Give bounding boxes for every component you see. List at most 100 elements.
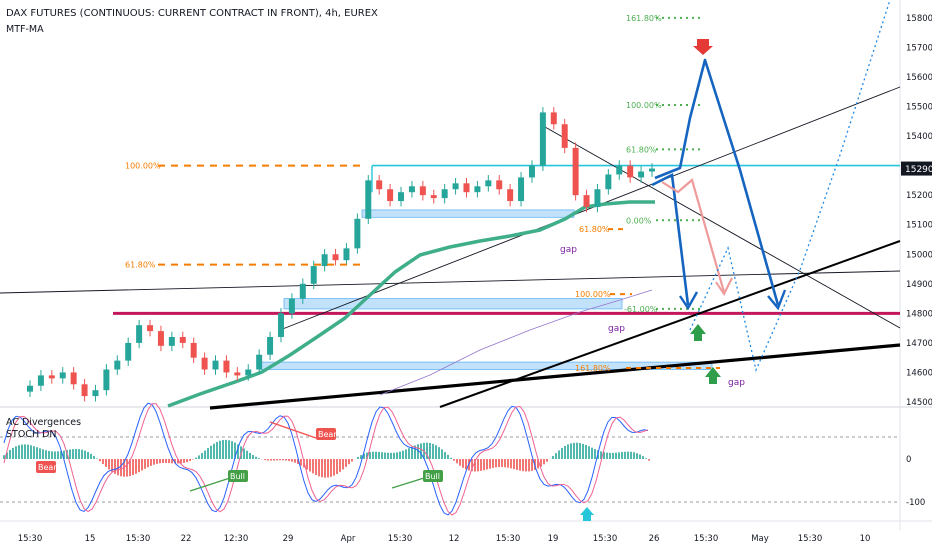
- last-price-badge: [901, 161, 932, 176]
- blue-projection-main: [654, 58, 780, 306]
- lower-tick-label: 0: [906, 455, 911, 465]
- candle-body: [114, 360, 121, 370]
- candle-body: [288, 298, 295, 314]
- flat-trend-line: [0, 270, 901, 294]
- arrow-head: [679, 291, 699, 311]
- ma-line: [167, 200, 655, 408]
- candle-body: [430, 195, 437, 199]
- candle-body: [256, 354, 263, 370]
- divergence-badge: [316, 428, 336, 440]
- fib-green-label: 61.80%: [626, 145, 657, 154]
- projection-arrows: [651, 0, 891, 384]
- candle-body: [168, 336, 175, 346]
- candle-body: [147, 325, 154, 332]
- candle-body: [550, 112, 557, 125]
- candle-body: [48, 375, 55, 379]
- falling-trend-line: [544, 126, 901, 329]
- candle-body: [387, 189, 394, 202]
- candle-body: [223, 360, 230, 373]
- x-tick-label: 15: [85, 534, 96, 544]
- bull-divergence-line: [391, 477, 425, 489]
- candle-body: [376, 180, 383, 190]
- trend-lines: [209, 86, 901, 410]
- candle-body: [354, 218, 361, 249]
- candle-body: [561, 124, 568, 148]
- red-down-arrow: [693, 39, 713, 55]
- candle-body: [408, 186, 415, 193]
- chart-title: DAX FUTURES (CONTINUOUS: CURRENT CONTRAC…: [6, 8, 378, 19]
- stoch-d-line: [3, 403, 649, 516]
- candle-body: [59, 372, 66, 379]
- x-tick-label: 15:30: [798, 534, 823, 544]
- candle-body: [627, 165, 634, 178]
- candle-body: [343, 248, 350, 261]
- candle-body: [267, 336, 274, 355]
- y-tick-label: 15400: [906, 132, 932, 142]
- x-tick-label: 15:30: [694, 534, 719, 544]
- fib-lower-label: 100.00%: [575, 290, 611, 299]
- salmon-projection: [661, 178, 726, 293]
- y-tick-label: 15500: [906, 103, 932, 113]
- candle-body: [583, 195, 590, 207]
- candle-body: [485, 180, 492, 187]
- bear-divergence-line: [269, 421, 317, 439]
- candle-body: [463, 183, 470, 193]
- fib-lower-label: 61.80%: [579, 225, 610, 234]
- rising-trend-line: [439, 240, 901, 408]
- y-tick-label: 14800: [906, 309, 932, 319]
- x-tick-label: 19: [548, 534, 559, 544]
- x-tick-label: 29: [283, 534, 294, 544]
- gap-label: gap: [608, 324, 625, 334]
- green-up-arrow: [705, 367, 721, 384]
- arrow-head: [715, 277, 733, 296]
- blue-projection-drop: [651, 173, 690, 306]
- x-tick-label: 15:30: [388, 534, 413, 544]
- y-tick-label: 15200: [906, 191, 932, 201]
- candle-body: [605, 174, 612, 190]
- steep-trend-line: [279, 86, 901, 331]
- x-tick-label: May: [751, 534, 769, 544]
- time-axis: 15:30 15 15:30 22 12:30 29 Apr 15:30 12 15:30 19 15…: [18, 534, 871, 544]
- indicator-label: MTF-MA: [6, 24, 44, 35]
- divergence-badge: [36, 461, 56, 473]
- candle-body: [528, 165, 535, 178]
- candles: [27, 107, 655, 402]
- candle-body: [136, 325, 143, 343]
- y-tick-label: 15100: [906, 221, 932, 231]
- candle-body: [234, 372, 241, 376]
- y-tick-label: 14600: [906, 368, 932, 378]
- lower-indicator-2: STOCH DN: [6, 429, 57, 440]
- y-tick-label: 15000: [906, 250, 932, 260]
- x-tick-label: 26: [649, 534, 660, 544]
- x-tick-label: 12:30: [224, 534, 249, 544]
- divergence-badge: [228, 470, 248, 482]
- candle-body: [190, 342, 197, 358]
- divergence-label: Bear: [318, 430, 337, 439]
- cyan-up-arrow: [580, 507, 594, 521]
- candle-body: [365, 180, 372, 219]
- x-tick-label: 22: [181, 534, 192, 544]
- candle-body: [638, 171, 645, 178]
- fib-green-label: 0.00%: [626, 216, 652, 225]
- candle-body: [212, 360, 219, 370]
- candle-body: [518, 177, 525, 202]
- lower-tick-label: -100: [906, 498, 925, 508]
- dotted-projection: [689, 0, 891, 373]
- y-tick-label: 15800: [906, 14, 932, 24]
- candle-body: [299, 283, 306, 299]
- horizontal-levels: [0, 164, 901, 315]
- green-up-arrow: [690, 324, 706, 341]
- candle-body: [441, 189, 448, 199]
- y-tick-label: 14700: [906, 339, 932, 349]
- candle-body: [125, 342, 132, 361]
- candle-body: [245, 369, 252, 376]
- x-tick-label: 12: [449, 534, 460, 544]
- x-tick-label: Apr: [341, 534, 356, 544]
- candle-body: [572, 147, 579, 196]
- y-tick-label: 14500: [906, 398, 932, 408]
- fib-left-label: 100.00%: [125, 162, 161, 171]
- y-tick-label: 15700: [906, 43, 932, 53]
- divergence-label: Bear: [38, 463, 57, 472]
- candle-body: [310, 266, 317, 284]
